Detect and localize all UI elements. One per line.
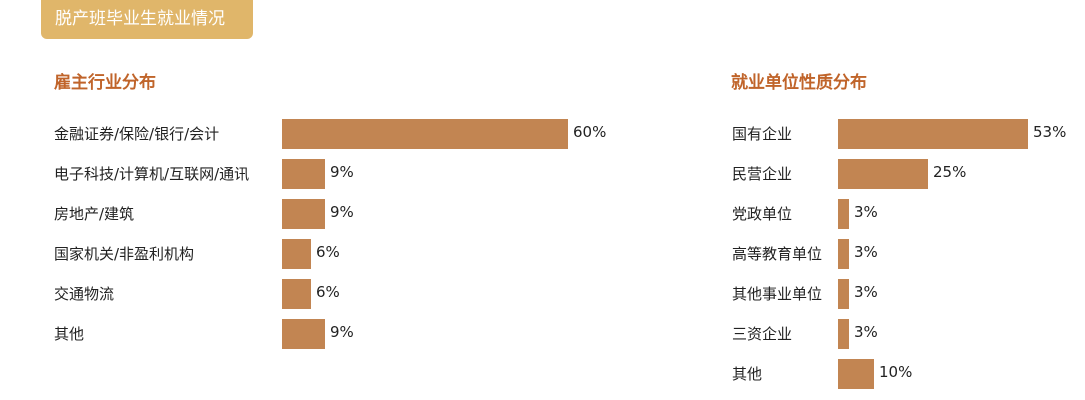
header-title: 脱产班毕业生就业情况 — [55, 9, 225, 29]
data-label: 3% — [854, 203, 878, 221]
chart-title-industry: 雇主行业分布 — [54, 73, 156, 93]
category-label: 党政单位 — [732, 205, 793, 223]
data-label: 9% — [330, 163, 354, 181]
data-label: 6% — [316, 283, 340, 301]
category-label: 其他 — [732, 365, 763, 383]
category-label: 高等教育单位 — [732, 245, 823, 263]
bar — [838, 279, 849, 309]
data-label: 53% — [1033, 123, 1067, 141]
bar — [282, 199, 325, 229]
category-label: 其他 — [54, 325, 85, 343]
bar — [282, 319, 325, 349]
data-label: 9% — [330, 203, 354, 221]
category-label: 民营企业 — [732, 165, 793, 183]
header-tab: 脱产班毕业生就业情况 — [41, 0, 253, 39]
category-label: 金融证券/保险/银行/会计 — [54, 125, 220, 143]
data-label: 10% — [879, 363, 913, 381]
data-label: 3% — [854, 243, 878, 261]
category-label: 三资企业 — [732, 325, 793, 343]
bar — [838, 359, 874, 389]
bar — [838, 199, 849, 229]
data-label: 9% — [330, 323, 354, 341]
bar — [282, 119, 568, 149]
category-label: 其他事业单位 — [732, 285, 823, 303]
bar — [282, 239, 311, 269]
category-label: 国家机关/非盈利机构 — [54, 245, 195, 263]
bar — [838, 119, 1028, 149]
category-label: 国有企业 — [732, 125, 793, 143]
bar — [282, 159, 325, 189]
bar — [838, 239, 849, 269]
bar — [838, 159, 928, 189]
category-label: 电子科技/计算机/互联网/通讯 — [54, 165, 250, 183]
data-label: 60% — [573, 123, 607, 141]
category-label: 交通物流 — [54, 285, 115, 303]
data-label: 3% — [854, 283, 878, 301]
bar — [838, 319, 849, 349]
data-label: 6% — [316, 243, 340, 261]
data-label: 3% — [854, 323, 878, 341]
data-label: 25% — [933, 163, 967, 181]
chart-title-employer-type: 就业单位性质分布 — [731, 73, 867, 93]
category-label: 房地产/建筑 — [54, 205, 135, 223]
bar — [282, 279, 311, 309]
